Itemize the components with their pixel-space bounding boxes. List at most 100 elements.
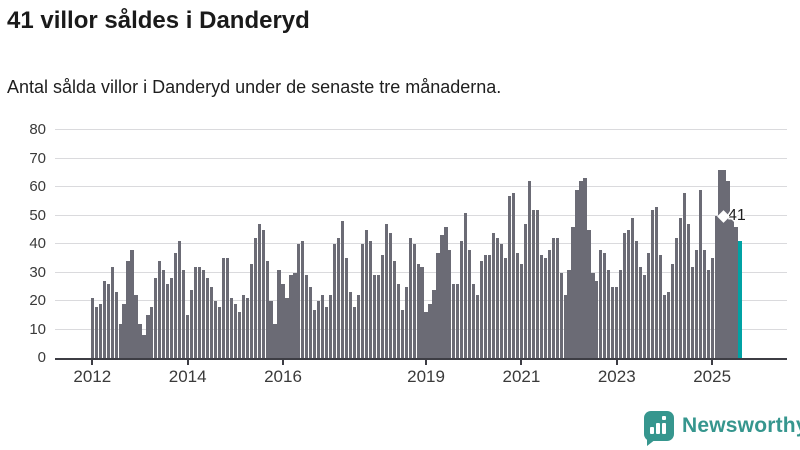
- gridline: [55, 186, 787, 187]
- dot-glyph: [662, 416, 666, 420]
- bar-chart-plot: [55, 122, 787, 360]
- bar: [698, 189, 702, 358]
- y-axis-label: 20: [29, 292, 46, 309]
- bar: [281, 283, 285, 358]
- callout-value: 41: [727, 207, 746, 225]
- bar: [678, 218, 682, 358]
- bar: [690, 266, 694, 358]
- x-axis-tick: [282, 359, 285, 365]
- bar: [376, 275, 380, 358]
- x-axis-tick: [91, 359, 94, 365]
- bar: [329, 295, 333, 358]
- bar: [134, 295, 138, 358]
- newsworthy-chart-bubble-icon: [644, 411, 674, 446]
- bar: [666, 292, 671, 358]
- bar: [337, 238, 341, 358]
- bar: [571, 226, 575, 358]
- bar: [352, 306, 357, 358]
- bar-glyph: [650, 427, 654, 434]
- bar: [464, 212, 468, 358]
- bar: [531, 209, 535, 358]
- bar: [122, 303, 126, 358]
- bar: [627, 229, 631, 358]
- bar: [722, 169, 726, 358]
- bar: [253, 238, 257, 358]
- bar: [472, 283, 476, 358]
- bar: [432, 289, 436, 358]
- bar: [619, 269, 623, 358]
- bar: [543, 258, 547, 358]
- bar: [110, 266, 114, 358]
- bar: [118, 323, 122, 358]
- bar: [233, 303, 237, 358]
- bar: [575, 189, 579, 358]
- bar: [217, 306, 222, 358]
- last-value-callout: 41: [717, 207, 746, 225]
- bar: [527, 181, 531, 358]
- bar: [511, 192, 516, 358]
- bar: [603, 252, 607, 358]
- bar: [484, 255, 488, 358]
- bar: [388, 232, 392, 358]
- y-axis-label: 40: [29, 235, 46, 252]
- gridline: [55, 214, 787, 216]
- bar: [420, 266, 424, 358]
- bar: [686, 224, 690, 358]
- bar: [261, 229, 265, 358]
- bar: [364, 229, 369, 358]
- bar: [293, 272, 297, 358]
- bar: [503, 258, 508, 358]
- bar: [126, 261, 130, 358]
- bar: [555, 238, 559, 358]
- bar: [599, 249, 603, 358]
- bar: [273, 323, 277, 358]
- bar: [368, 241, 373, 358]
- bar: [726, 181, 730, 358]
- bar-glyph: [662, 423, 666, 434]
- bar: [468, 249, 472, 358]
- bar: [563, 295, 567, 358]
- bar: [424, 312, 428, 358]
- bar: [150, 306, 154, 358]
- bar: [186, 315, 190, 358]
- bar: [356, 295, 361, 358]
- bar: [146, 315, 150, 358]
- bar: [674, 238, 678, 358]
- bar: [241, 295, 245, 358]
- bar: [158, 261, 162, 358]
- bar: [297, 244, 301, 358]
- bar: [515, 252, 520, 358]
- bar: [730, 212, 734, 358]
- x-axis-tick: [615, 359, 618, 365]
- bar: [404, 286, 408, 358]
- bar: [225, 258, 229, 358]
- bar: [289, 275, 293, 358]
- bar: [213, 301, 218, 358]
- bar: [166, 283, 170, 358]
- bar: [547, 249, 551, 358]
- bar: [269, 301, 273, 358]
- bar: [495, 238, 500, 358]
- bar: [452, 283, 456, 358]
- bar: [114, 292, 118, 358]
- bar: [380, 255, 384, 358]
- bar: [90, 298, 94, 358]
- bar: [639, 266, 643, 358]
- bar: [587, 229, 591, 358]
- bar: [142, 335, 146, 358]
- bar: [551, 238, 555, 358]
- x-axis-label: 2012: [73, 367, 112, 386]
- bar: [190, 289, 194, 358]
- bar: [138, 323, 142, 358]
- x-axis-label: 2023: [597, 367, 636, 386]
- bar: [416, 263, 420, 358]
- x-axis-tick: [186, 359, 189, 365]
- bar: [567, 269, 571, 358]
- x-axis-tick: [520, 359, 523, 365]
- bar: [309, 286, 313, 358]
- bar: [106, 283, 110, 358]
- bar: [237, 312, 241, 358]
- bar: [301, 241, 305, 358]
- bar: [372, 275, 376, 358]
